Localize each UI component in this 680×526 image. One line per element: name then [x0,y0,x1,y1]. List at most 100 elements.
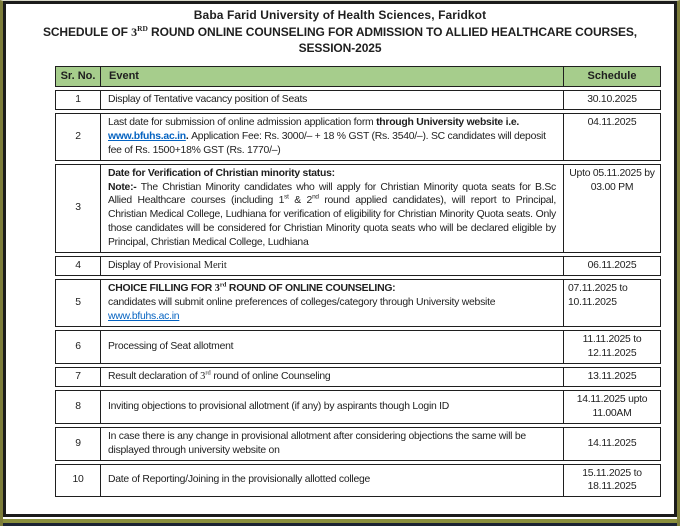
event-cell: In case there is any change in provision… [101,426,564,461]
text-segment: SCHEDULE OF [42,25,132,39]
text-segment: 15.11.2025 to 18.11.2025 [582,467,642,493]
text-segment: CHOICE FILLING FOR [108,283,215,295]
text-block: 14.11.2025 [568,437,656,451]
text-block: SESSION-2025 [14,41,666,57]
table-row: 2 Last date for submission of online admi… [55,112,661,161]
text-block: Last date for submission of online admis… [108,116,556,158]
text-segment: SESSION-2025 [298,40,382,55]
text-segment: Last date for submission of online admis… [108,116,377,128]
text-segment: rd [219,281,227,289]
text-block: Inviting objections to provisional allot… [108,400,556,414]
text-block: 04.11.2025 [568,116,656,130]
text-segment: 3 [214,283,220,295]
bottom-band-white [3,517,677,519]
schedule-cell: 14.11.2025 upto 11.00AM [564,389,661,424]
text-segment: . [185,130,192,142]
text-segment: 3 [200,370,206,382]
text-segment: 04.11.2025 [587,116,637,128]
schedule-cell: 07.11.2025 to 10.11.2025 [564,279,661,327]
text-block: Date for Verification of Christian minor… [108,167,556,181]
sr-cell: 4 [55,256,101,277]
text-block: 15.11.2025 to 18.11.2025 [568,467,656,495]
text-segment: Note:- [108,181,137,193]
text-block: Display of Provisional Merit [108,259,556,273]
event-cell: Date for Verification of Christian minor… [101,163,564,254]
sr-cell: 2 [55,112,101,161]
bottom-band-dark [3,523,677,526]
schedule-cell: 14.11.2025 [564,426,661,461]
text-segment: 30.10.2025 [587,93,637,105]
table-row: 3 Date for Verification of Christian mino… [55,163,661,254]
text-segment: Date for Verification of Christian minor… [108,167,335,179]
university-title: Baba Farid University of Health Sciences… [193,8,487,22]
text-block: Processing of Seat allotment [108,340,556,354]
text-segment: & 2 [288,195,313,207]
schedule-cell: 11.11.2025 to 12.11.2025 [564,329,661,364]
text-segment: nd [312,193,319,201]
bfuhs-link[interactable]: www.bfuhs.ac.in [108,311,180,323]
text-segment: RD [137,24,148,33]
schedule-cell: 13.11.2025 [564,366,661,387]
schedule-cell: Upto 05.11.2025 by 03.00 PM [564,163,661,254]
table-row: 1 Display of Tentative vacancy position o… [55,89,661,110]
text-block: Display of Tentative vacancy position of… [108,93,556,107]
schedule-cell: 06.11.2025 [564,256,661,277]
text-segment: 14.11.2025 upto 11.00AM [576,393,648,419]
text-block: In case there is any change in provision… [108,430,556,458]
text-segment: Application Fee: Rs. 3000/– + 18 % GST (… [108,130,546,156]
text-block: Date of Reporting/Joining in the provisi… [108,473,556,487]
sr-cell: 9 [55,426,101,461]
event-cell: Processing of Seat allotment [101,329,564,364]
header-event: Event [101,66,564,87]
table-row: 9 In case there is any change in provisio… [55,426,661,461]
bfuhs-link[interactable]: www.bfuhs.ac.in [108,130,186,142]
text-block: Upto 05.11.2025 by 03.00 PM [568,167,656,195]
text-segment: 11.11.2025 to 12.11.2025 [582,333,642,359]
schedule-cell: 04.11.2025 [564,112,661,161]
text-segment: ROUND OF ONLINE COUNSELING: [226,283,396,295]
text-block: Note:- The Christian Minority candidates… [108,181,556,251]
text-block: 07.11.2025 to 10.11.2025 [568,282,656,310]
text-segment: Display of [108,260,154,272]
event-cell: Display of Tentative vacancy position of… [101,89,564,110]
text-segment: Date of Reporting/Joining in the provisi… [108,474,371,486]
text-segment: Result declaration of [108,370,201,382]
event-cell: Date of Reporting/Joining in the provisi… [101,463,564,498]
header-schedule: Schedule [564,66,661,87]
table-row: 4 Display of Provisional Merit 06.11.2025 [55,256,661,277]
table-row: 6 Processing of Seat allotment 11.11.2025 … [55,329,661,364]
text-block: 13.11.2025 [568,370,656,384]
event-cell: Result declaration of 3rd round of onlin… [101,366,564,387]
text-segment: Provisional Merit [153,260,227,272]
event-cell: Display of Provisional Merit [101,256,564,277]
text-segment: 06.11.2025 [587,260,637,272]
header-sr-no: Sr. No. [55,66,101,87]
schedule-table: Sr. No. Event Schedule 1 Display of Tenta… [55,63,661,500]
text-segment: round of online Counseling [210,370,331,382]
text-segment: through University website i.e. [376,116,520,128]
event-cell: Last date for submission of online admis… [101,112,564,161]
text-segment: 3 [131,25,138,39]
table-row: 10 Date of Reporting/Joining in the provi… [55,463,661,498]
table-header-row: Sr. No. Event Schedule [55,66,661,87]
sr-cell: 10 [55,463,101,498]
text-block: 14.11.2025 upto 11.00AM [568,393,656,421]
sr-cell: 5 [55,279,101,327]
table-row: 5 CHOICE FILLING FOR 3rd ROUND OF ONLINE … [55,279,661,327]
sr-cell: 3 [55,163,101,254]
text-segment: round applied candidates), will report t… [108,195,557,249]
text-segment: Inviting objections to provisional allot… [108,400,450,412]
text-block: SCHEDULE OF 3RD ROUND ONLINE COUNSELING … [14,25,666,41]
text-segment: 14.11.2025 [587,437,637,449]
schedule-title: SCHEDULE OF 3RD ROUND ONLINE COUNSELING … [14,25,666,56]
schedule-table-body: 1 Display of Tentative vacancy position o… [55,89,661,498]
text-segment: Display of Tentative vacancy position of… [108,93,308,105]
text-segment: st [284,193,289,201]
text-segment: Upto 05.11.2025 by 03.00 PM [569,167,655,193]
text-segment: rd [205,369,211,377]
text-segment: 13.11.2025 [587,370,637,382]
schedule-cell: 15.11.2025 to 18.11.2025 [564,463,661,498]
text-block: 30.10.2025 [568,93,656,107]
event-cell: Inviting objections to provisional allot… [101,389,564,424]
